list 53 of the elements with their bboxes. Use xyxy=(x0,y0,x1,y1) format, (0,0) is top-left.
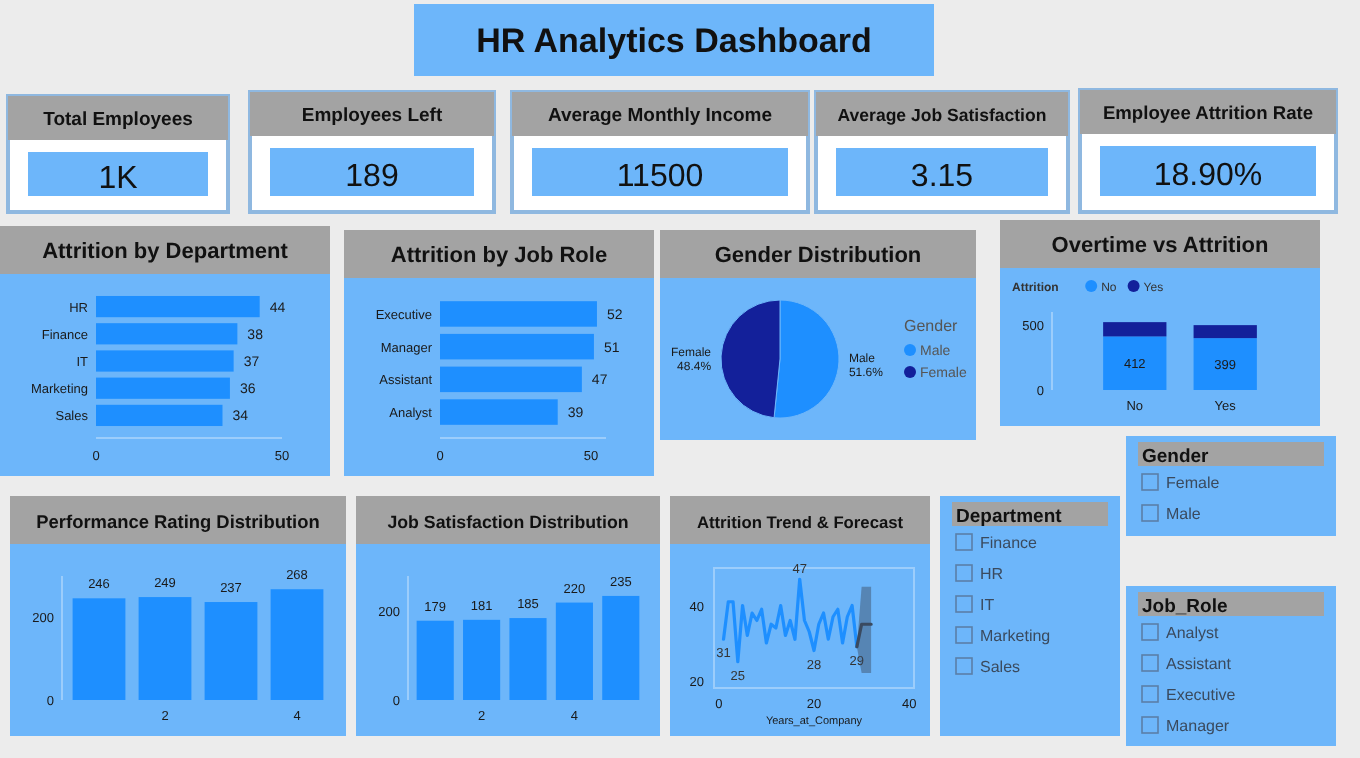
text: Department xyxy=(956,506,1064,528)
text: Gender xyxy=(1142,446,1210,468)
text: Executive xyxy=(1166,686,1237,704)
text: Average Monthly Income xyxy=(547,105,773,127)
bar xyxy=(440,333,594,360)
text: 18.90% xyxy=(1153,159,1263,193)
text: Male xyxy=(1166,505,1202,523)
chart-title: Attrition by Job Role xyxy=(390,244,608,268)
chart-title: Performance Rating Distribution xyxy=(36,512,321,532)
bar xyxy=(96,323,238,345)
bar xyxy=(509,618,547,700)
bar xyxy=(463,619,501,700)
bar xyxy=(1193,338,1257,390)
bar xyxy=(270,589,324,700)
text: HR xyxy=(980,565,1004,583)
text: 189 xyxy=(345,160,399,194)
bar xyxy=(138,597,192,700)
bar xyxy=(440,399,558,425)
text: 3.15 xyxy=(910,160,974,194)
text: Employee Attrition Rate xyxy=(1102,103,1314,123)
bar xyxy=(1193,325,1257,339)
text: IT xyxy=(980,596,995,614)
text: Assistant xyxy=(1166,655,1233,673)
chart-title: Gender Distribution xyxy=(714,244,922,268)
bar xyxy=(602,595,640,700)
legend-title: Gender xyxy=(904,317,959,335)
bar xyxy=(416,620,454,700)
chart-title: Job Satisfaction Distribution xyxy=(387,512,629,532)
text: Average Job Satisfaction xyxy=(837,105,1047,125)
text: 1K xyxy=(98,162,139,196)
bar xyxy=(96,295,260,318)
text: 11500 xyxy=(616,160,704,194)
bar xyxy=(204,602,258,700)
chart-title: Attrition by Department xyxy=(42,240,289,264)
bar xyxy=(1103,336,1167,390)
text: Manager xyxy=(1166,717,1230,735)
text: Employees Left xyxy=(301,105,444,127)
chart-title: Attrition Trend & Forecast xyxy=(696,512,904,532)
bar xyxy=(440,366,582,393)
text: Female xyxy=(1166,474,1221,492)
bar xyxy=(555,602,593,700)
bar xyxy=(96,404,223,427)
text: HR Analytics Dashboard xyxy=(476,22,872,60)
bar xyxy=(72,598,126,700)
bar xyxy=(1103,322,1167,337)
text: Job_Role xyxy=(1142,596,1228,618)
chart-title: Overtime vs Attrition xyxy=(1051,234,1269,258)
bar xyxy=(96,350,234,372)
text: Sales xyxy=(980,658,1021,676)
text: Total Employees xyxy=(43,109,193,131)
bar xyxy=(440,301,597,327)
bar xyxy=(96,377,230,399)
text: Analyst xyxy=(1166,624,1221,642)
